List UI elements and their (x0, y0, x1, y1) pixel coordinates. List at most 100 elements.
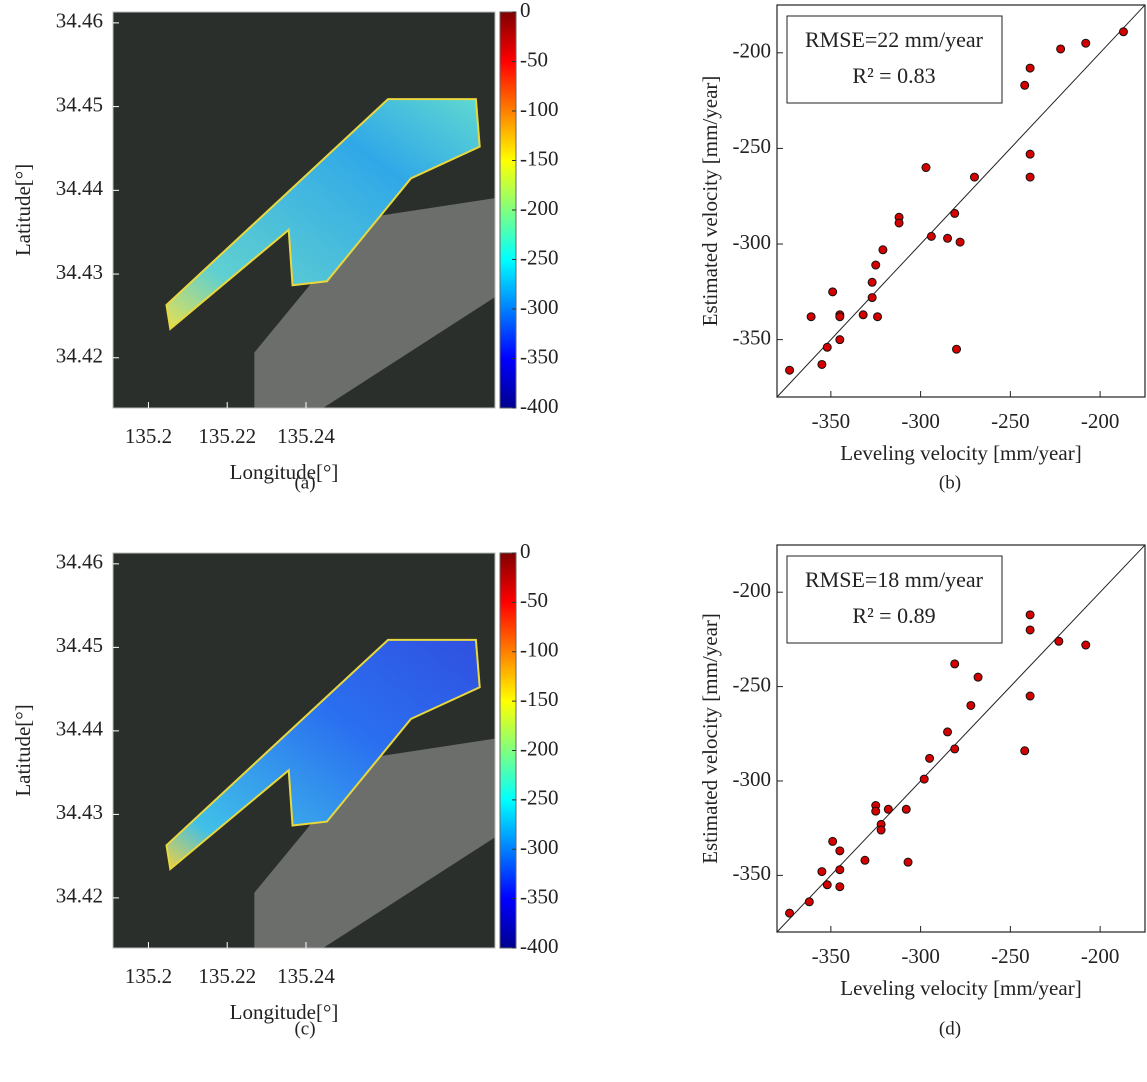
data-point (901, 804, 911, 814)
data-point (1054, 636, 1064, 646)
colorbar-tick-label: -200 (520, 736, 559, 760)
data-point (822, 880, 832, 890)
data-point (1025, 172, 1035, 182)
identity-line (776, 4, 1146, 398)
annotation-box (786, 15, 1003, 104)
x-axis-label: Longitude[°] (230, 460, 339, 484)
data-point (1118, 27, 1128, 37)
data-point (1081, 38, 1091, 48)
y-axis-label: Estimated velocity [mm/year] (698, 613, 722, 864)
data-point (925, 753, 935, 763)
data-point (903, 857, 913, 867)
y-axis-label: Latitude[°] (11, 164, 35, 256)
data-point (817, 867, 827, 877)
y-tick-label: -250 (733, 672, 772, 696)
airport-island (254, 198, 495, 408)
x-tick-label: -350 (812, 944, 851, 968)
data-point (867, 277, 877, 287)
data-point (969, 172, 979, 182)
x-tick-label: 135.24 (277, 424, 335, 448)
x-tick-label: 135.2 (125, 424, 172, 448)
data-point (835, 882, 845, 892)
data-point (785, 365, 795, 375)
y-tick-label: 34.46 (56, 9, 103, 33)
y-axis-label: Latitude[°] (11, 704, 35, 796)
y-tick-label: 34.43 (56, 260, 103, 284)
y-tick-label: -300 (733, 230, 772, 254)
data-point (871, 260, 881, 270)
colorbar-tick-label: 0 (520, 0, 531, 22)
x-tick-label: -200 (1081, 409, 1120, 433)
airport-island (254, 738, 495, 948)
data-point (867, 293, 877, 303)
y-tick-label: -250 (733, 134, 772, 158)
data-point (973, 672, 983, 682)
y-tick-label: 34.43 (56, 800, 103, 824)
data-point (878, 245, 888, 255)
panel-label: (a) (294, 472, 315, 493)
y-tick-label: 34.44 (56, 717, 104, 741)
data-point (876, 825, 886, 835)
colorbar-tick-label: -300 (520, 835, 559, 859)
colorbar-tick-label: -100 (520, 638, 559, 662)
map-frame (112, 552, 496, 949)
reclaimed-island (165, 98, 481, 331)
data-point (921, 163, 931, 173)
y-tick-label: 34.45 (56, 92, 103, 116)
data-point (822, 342, 832, 352)
data-point (858, 310, 868, 320)
y-tick-label: -350 (733, 861, 772, 885)
y-tick-label: -200 (733, 578, 772, 602)
data-point (950, 208, 960, 218)
data-point (1081, 640, 1091, 650)
x-tick-label: -300 (901, 409, 940, 433)
y-tick-label: -350 (733, 325, 772, 349)
data-point (873, 312, 883, 322)
data-point (871, 806, 881, 816)
colorbar-tick-label: -300 (520, 295, 559, 319)
x-tick-label: -250 (991, 409, 1030, 433)
colorbar-tick-label: -350 (520, 344, 559, 368)
x-tick-label: -350 (812, 409, 851, 433)
data-point (952, 344, 962, 354)
colorbar-tick-label: 0 (520, 539, 531, 563)
data-point (950, 659, 960, 669)
y-tick-label: 34.46 (56, 550, 103, 574)
x-tick-label: 135.2 (125, 964, 172, 988)
data-point (1020, 746, 1030, 756)
data-point (835, 846, 845, 856)
data-point (1025, 610, 1035, 620)
data-point (860, 855, 870, 865)
data-point (1025, 149, 1035, 159)
annotation-text: R² = 0.89 (852, 603, 935, 628)
data-point (955, 237, 965, 247)
colorbar-tick-label: -150 (520, 146, 559, 170)
colorbar-tick-label: -250 (520, 245, 559, 269)
colorbar-tick-label: -250 (520, 786, 559, 810)
panel-label: (d) (939, 1018, 961, 1039)
x-tick-label: 135.22 (198, 964, 256, 988)
colorbar-tick-label: -50 (520, 588, 548, 612)
data-point (966, 700, 976, 710)
data-point (1020, 80, 1030, 90)
data-point (806, 312, 816, 322)
y-tick-label: 34.42 (56, 344, 103, 368)
data-point (1025, 625, 1035, 635)
colorbar-tick-label: -200 (520, 196, 559, 220)
annotation-box (786, 555, 1003, 644)
data-point (1025, 691, 1035, 701)
colorbar-tick-label: -150 (520, 687, 559, 711)
x-tick-label: -250 (991, 944, 1030, 968)
x-tick-label: 135.22 (198, 424, 256, 448)
data-point (835, 312, 845, 322)
colorbar-tick-label: -50 (520, 47, 548, 71)
data-point (835, 335, 845, 345)
data-point (919, 774, 929, 784)
y-tick-label: -200 (733, 39, 772, 63)
colorbar-tick-label: -350 (520, 884, 559, 908)
data-point (817, 359, 827, 369)
data-point (785, 908, 795, 918)
y-tick-label: 34.45 (56, 633, 103, 657)
